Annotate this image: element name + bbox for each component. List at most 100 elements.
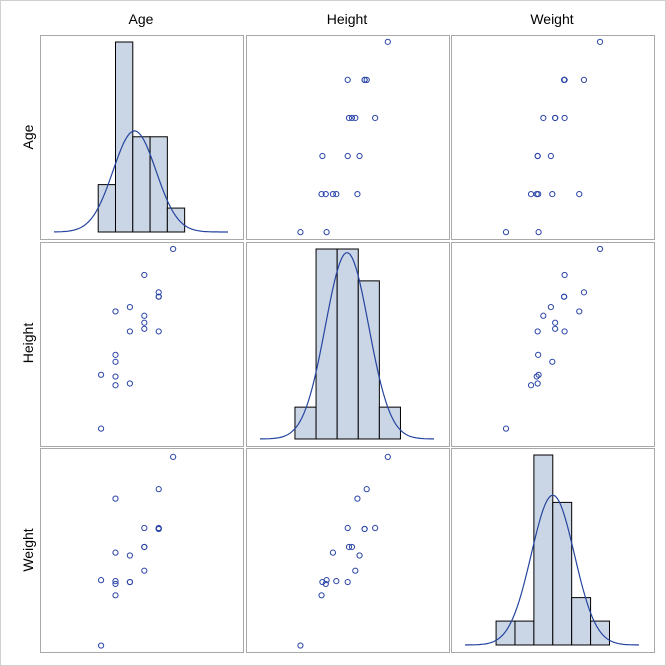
scatter-point bbox=[547, 304, 554, 311]
scatter-point bbox=[361, 76, 368, 84]
scatter-point bbox=[318, 592, 325, 599]
scatter-point bbox=[549, 358, 556, 365]
scatter-point bbox=[527, 190, 535, 198]
histogram-bar bbox=[495, 620, 516, 646]
scatter-point bbox=[97, 577, 105, 584]
scatter-point bbox=[547, 152, 554, 160]
panel-weight-vs-height bbox=[246, 448, 450, 653]
scatter-point bbox=[534, 380, 541, 387]
scatter-point bbox=[112, 580, 119, 588]
scatter-point bbox=[372, 114, 379, 122]
scatter-point bbox=[576, 190, 583, 198]
scatter-point bbox=[384, 453, 391, 461]
scatter-point bbox=[155, 328, 162, 335]
panel-age-vs-weight bbox=[451, 35, 655, 240]
scatter-point bbox=[322, 580, 329, 588]
scatter-point bbox=[363, 486, 370, 493]
scatter-point bbox=[126, 328, 134, 335]
scatter-point bbox=[141, 543, 148, 551]
scatter-point bbox=[155, 289, 162, 296]
histogram-bar bbox=[357, 280, 380, 440]
histogram-bar bbox=[97, 184, 116, 233]
scatter-point bbox=[535, 190, 542, 198]
histogram-bar bbox=[149, 136, 168, 233]
histogram-bar bbox=[533, 454, 554, 646]
scatter-point bbox=[356, 552, 363, 559]
scatter-point bbox=[348, 114, 356, 122]
scatter-point bbox=[141, 524, 148, 532]
scatter-point bbox=[344, 524, 351, 532]
histogram-bar bbox=[132, 136, 151, 233]
scatter-point bbox=[384, 38, 391, 45]
column-label-weight: Weight bbox=[530, 11, 573, 27]
scatter-point bbox=[126, 552, 134, 559]
scatter-point bbox=[535, 371, 542, 378]
row-label-weight: Weight bbox=[20, 528, 36, 571]
scatter-point bbox=[552, 319, 559, 326]
scatter-point bbox=[141, 325, 148, 332]
scatter-point bbox=[141, 271, 148, 279]
scatter-point bbox=[126, 380, 134, 387]
scatter-point bbox=[580, 76, 588, 84]
scatter-point bbox=[344, 76, 351, 84]
scatter-point bbox=[502, 425, 510, 432]
scatter-point bbox=[297, 229, 304, 236]
row-label-age: Age bbox=[20, 124, 36, 149]
scatter-point bbox=[561, 328, 568, 335]
scatter-point bbox=[170, 453, 177, 461]
panel-height-vs-weight bbox=[451, 242, 655, 447]
scatter-point bbox=[596, 38, 604, 45]
scatter-point bbox=[155, 486, 162, 493]
scatter-point bbox=[535, 229, 542, 236]
scatter-point bbox=[112, 308, 119, 315]
column-label-height: Height bbox=[327, 11, 368, 27]
scatter-point bbox=[533, 373, 540, 380]
normal-density-curve bbox=[464, 494, 640, 646]
scatter-point bbox=[344, 152, 351, 160]
scatter-point bbox=[352, 567, 359, 574]
scatter-point bbox=[552, 114, 559, 122]
scatter-point bbox=[112, 373, 119, 380]
scatter-point bbox=[345, 543, 353, 551]
scatter-point bbox=[580, 289, 588, 296]
row-label-height: Height bbox=[20, 323, 36, 364]
scatter-point bbox=[323, 577, 330, 584]
scatter-point bbox=[319, 152, 326, 160]
scatter-point bbox=[354, 190, 361, 198]
scatter-point bbox=[126, 578, 134, 586]
scatter-point bbox=[356, 152, 363, 160]
scatter-point bbox=[97, 425, 105, 432]
scatter-point bbox=[141, 312, 148, 319]
column-label-age: Age bbox=[129, 11, 154, 27]
panel-weight-vs-age bbox=[40, 448, 244, 653]
scatter-point bbox=[323, 229, 330, 236]
scatter-point bbox=[561, 271, 568, 279]
scatter-point bbox=[502, 229, 510, 236]
scatter-point bbox=[112, 577, 119, 585]
histogram-bar bbox=[514, 620, 535, 646]
scatter-point bbox=[540, 114, 547, 122]
scatter-point bbox=[561, 76, 568, 84]
scatter-point bbox=[112, 358, 119, 365]
scatter-point bbox=[549, 190, 556, 198]
scatter-point bbox=[112, 495, 119, 502]
scatter-point bbox=[372, 524, 379, 532]
histogram-bar bbox=[315, 248, 338, 440]
scatter-point bbox=[552, 325, 559, 332]
scatter-point bbox=[112, 382, 119, 389]
scatter-point bbox=[112, 351, 119, 358]
scatter-point bbox=[345, 114, 353, 122]
scatter-point bbox=[363, 76, 370, 84]
normal-density-curve bbox=[54, 130, 228, 233]
scatter-point bbox=[329, 549, 337, 556]
scatter-point bbox=[561, 114, 568, 122]
histogram-bar bbox=[590, 620, 610, 646]
scatter-point bbox=[576, 308, 583, 315]
scatter-point bbox=[297, 642, 304, 649]
scatter-point bbox=[170, 245, 177, 253]
scatter-point bbox=[534, 152, 541, 160]
scatter-point bbox=[97, 642, 105, 649]
scatter-point bbox=[97, 371, 105, 378]
